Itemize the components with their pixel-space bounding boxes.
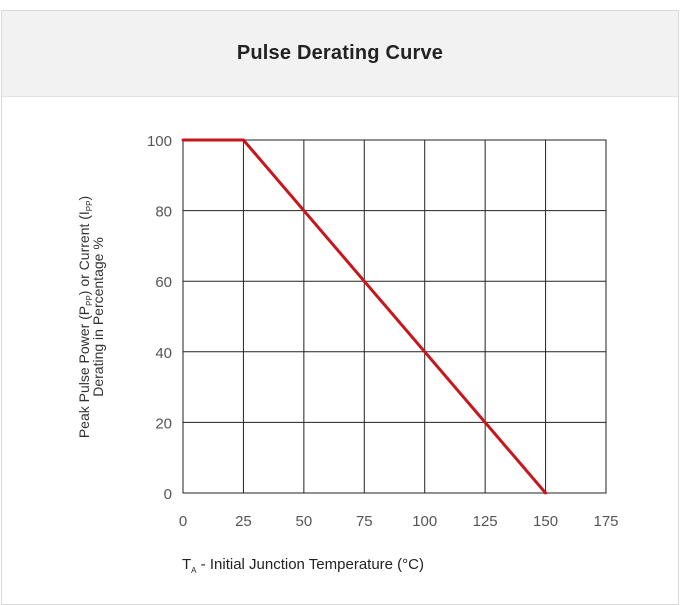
y-tick-label-5: 100 [147, 133, 172, 150]
plot-frame [182, 139, 607, 494]
y-tick-label-4: 80 [155, 204, 172, 221]
y-tick-label-0: 0 [164, 486, 172, 503]
x-axis-label: TA - Initial Junction Temperature (°C) [182, 556, 424, 575]
y-axis-label-line1: Peak Pulse Power (PPP) or Current (IPP) [76, 196, 94, 438]
y-tick-label-3: 60 [155, 274, 172, 291]
x-tick-label-4: 100 [412, 513, 437, 530]
y-axis-label: Peak Pulse Power (PPP) or Current (IPP) … [76, 196, 106, 438]
x-tick-label-7: 175 [593, 513, 618, 530]
y-axis-ticks: 0 20 40 60 80 100 [147, 133, 172, 503]
chart-card: Pulse Derating Curve [1, 10, 679, 605]
y-tick-label-2: 40 [155, 345, 172, 362]
derating-point-0-0 [181, 138, 185, 142]
series-layer [181, 138, 548, 495]
x-tick-label-3: 75 [356, 513, 373, 530]
chart-title: Pulse Derating Curve [236, 42, 444, 64]
x-tick-label-2: 50 [296, 513, 313, 530]
x-tick-label-0: 0 [179, 513, 187, 530]
y-axis-label-line2: Derating in Percentage % [90, 237, 106, 397]
x-axis-ticks: 0 25 50 75 100 125 150 175 [179, 513, 619, 530]
plot-border [182, 139, 607, 494]
x-tick-label-5: 125 [473, 513, 498, 530]
x-tick-label-1: 25 [235, 513, 252, 530]
card-header: Pulse Derating Curve [2, 11, 678, 97]
derating-point-0-2 [544, 491, 548, 495]
derating-point-0-1 [241, 138, 245, 142]
y-tick-label-1: 20 [155, 415, 172, 432]
x-tick-label-6: 150 [533, 513, 558, 530]
